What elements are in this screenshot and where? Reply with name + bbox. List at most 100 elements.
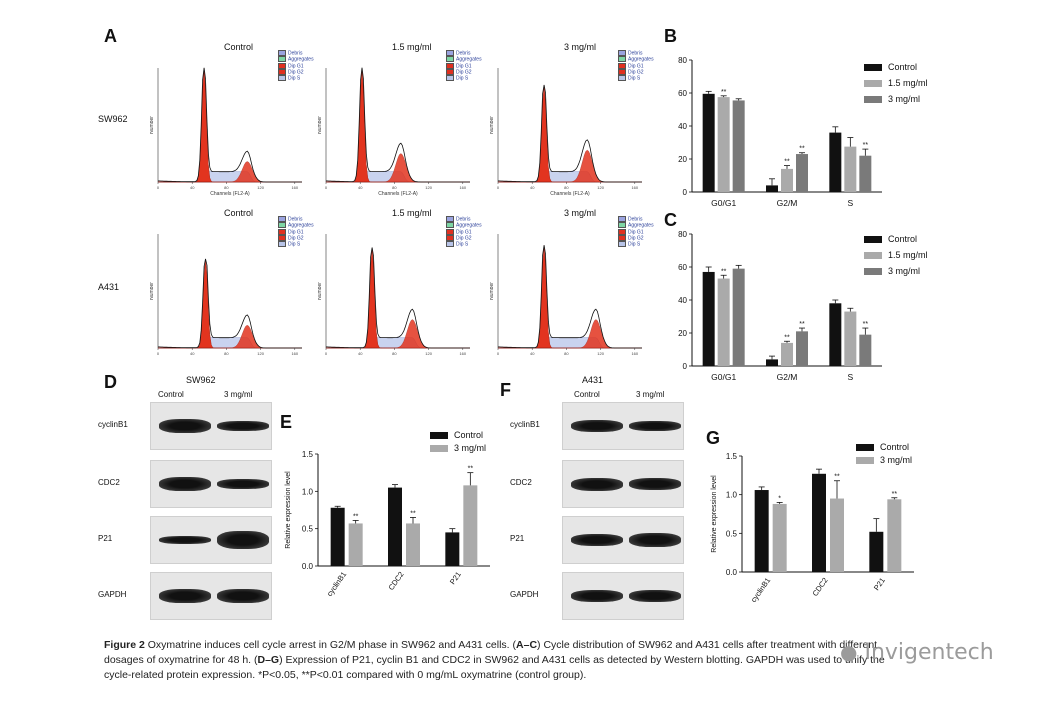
s-phase-area bbox=[158, 337, 302, 349]
bottom-label-sw962: SW962 bbox=[186, 375, 216, 385]
s-phase-area bbox=[158, 171, 302, 183]
legend-label: Dip S bbox=[288, 75, 301, 82]
x-tick-label: 40 bbox=[358, 185, 363, 190]
bar bbox=[844, 311, 857, 366]
legend-swatch bbox=[446, 216, 454, 222]
blot-row-label: cyclinB1 bbox=[98, 420, 128, 429]
legend-label: Dip G1 bbox=[456, 62, 472, 69]
legend-entry: Dip G1 bbox=[618, 62, 654, 69]
histogram-legend: Debris Aggregates Dip G1 Dip G2 Dip S bbox=[278, 50, 314, 82]
y-tick-label: 40 bbox=[678, 296, 687, 305]
histogram: Control Debris Aggregates Dip G1 Dip G2 Dip S… bbox=[150, 208, 320, 362]
x-tick-label: 40 bbox=[530, 351, 535, 356]
caption-text: dosages of oxymatrine for 48 h. ( bbox=[104, 654, 258, 666]
legend-entry: Debris bbox=[278, 50, 314, 56]
legend-label: 1.5 mg/ml bbox=[888, 78, 928, 88]
panel-label-e: E bbox=[280, 412, 293, 432]
total-curve bbox=[158, 258, 302, 349]
caption-line-3: cycle-related protein expression. *P<0.0… bbox=[104, 669, 587, 681]
histogram: 3 mg/ml Debris Aggregates Dip G1 Dip G2 Dip S… bbox=[490, 208, 660, 362]
bar bbox=[330, 507, 345, 566]
legend-entry: Dip S bbox=[446, 75, 482, 82]
legend-label: Dip G1 bbox=[288, 228, 304, 235]
bar bbox=[445, 532, 460, 566]
legend-entry: Dip G1 bbox=[278, 62, 314, 69]
g2-peak bbox=[326, 153, 470, 183]
y-axis-label: Relative expression level bbox=[285, 471, 292, 549]
figure-caption: Figure 2 Oxymatrine induces cell cycle a… bbox=[104, 638, 984, 683]
bar bbox=[406, 523, 420, 566]
legend-swatch bbox=[446, 68, 454, 75]
legend-swatch bbox=[618, 216, 626, 222]
legend-swatch bbox=[864, 236, 882, 243]
blot-header-control: Control bbox=[574, 390, 600, 399]
legend-entry: Dip S bbox=[618, 75, 654, 82]
legend-swatch bbox=[864, 268, 882, 275]
bar bbox=[388, 487, 402, 566]
legend-label: Dip S bbox=[456, 241, 469, 248]
legend-swatch bbox=[856, 444, 874, 451]
legend-entry: Dip S bbox=[618, 241, 654, 248]
x-tick-label: 0 bbox=[497, 351, 500, 356]
bar bbox=[754, 490, 769, 572]
legend-label: Dip S bbox=[456, 75, 469, 82]
s-phase-area bbox=[498, 337, 642, 349]
legend-entry: Dip S bbox=[278, 75, 314, 82]
x-tick-label: 160 bbox=[459, 351, 466, 356]
y-tick-label: 0.5 bbox=[302, 525, 314, 534]
legend-label: Dip S bbox=[628, 241, 641, 248]
total-curve bbox=[158, 67, 302, 183]
legend-swatch bbox=[618, 234, 626, 241]
y-tick-label: 20 bbox=[678, 329, 687, 338]
blot-strip bbox=[150, 572, 272, 620]
bar-chart-b: 0 20 40 60 80 ** G0/G1 ** ** G2/M ** S Control 1.5 mg… bbox=[678, 56, 928, 208]
histogram-plot: 0 40 80 120 160 Number bbox=[318, 234, 470, 356]
blot-strip bbox=[562, 572, 684, 620]
panel-label-d: D bbox=[104, 372, 117, 392]
x-tick-label: 40 bbox=[530, 185, 535, 190]
legend-swatch bbox=[618, 75, 626, 82]
blot-strip bbox=[562, 516, 684, 564]
total-curve bbox=[498, 245, 642, 349]
x-tick-label: 0 bbox=[497, 185, 500, 190]
legend-label: Debris bbox=[456, 50, 471, 57]
x-tick-label: 80 bbox=[564, 351, 569, 356]
legend-entry: Dip G2 bbox=[618, 68, 654, 75]
legend-swatch bbox=[278, 62, 286, 69]
legend-entry: Debris bbox=[446, 216, 482, 222]
blot-strip bbox=[150, 460, 272, 508]
y-axis-label: Number bbox=[150, 116, 155, 134]
row-label-sw962: SW962 bbox=[98, 114, 128, 124]
bar bbox=[781, 168, 793, 192]
blot-band bbox=[629, 533, 681, 547]
x-tick-label: S bbox=[847, 372, 853, 382]
x-tick-label: 120 bbox=[425, 185, 432, 190]
legend-swatch bbox=[446, 56, 454, 63]
blot-band bbox=[159, 536, 211, 544]
legend-entry: Dip G1 bbox=[278, 228, 314, 235]
s-phase-area bbox=[498, 171, 642, 183]
bar bbox=[796, 154, 808, 192]
legend-swatch bbox=[446, 62, 454, 69]
legend-label: Dip G1 bbox=[288, 62, 304, 69]
legend-swatch bbox=[864, 64, 882, 71]
bar bbox=[463, 485, 478, 566]
western-blot-d: Control 3 mg/ml cyclinB1 CDC2 P21 GAPDH bbox=[98, 382, 278, 622]
legend-entry: Aggregates bbox=[446, 222, 482, 229]
y-axis-label: Number bbox=[490, 282, 495, 300]
x-tick-label: 40 bbox=[358, 351, 363, 356]
bar bbox=[348, 523, 363, 566]
significance-label: ** bbox=[468, 466, 474, 473]
blot-band bbox=[217, 589, 269, 603]
histogram: 1.5 mg/ml Debris Aggregates Dip G1 Dip G2 Dip… bbox=[318, 208, 488, 362]
histogram-title: Control bbox=[224, 42, 254, 52]
y-axis-label: Number bbox=[318, 116, 323, 134]
bar bbox=[844, 146, 857, 192]
legend-swatch bbox=[618, 56, 626, 63]
legend-swatch bbox=[618, 62, 626, 69]
legend-entry: Dip G2 bbox=[446, 234, 482, 241]
legend-entry: Dip G1 bbox=[446, 62, 482, 69]
bar bbox=[766, 185, 778, 192]
histogram-plot: 0 40 80 120 160 Number bbox=[490, 234, 642, 356]
blot-strip bbox=[150, 516, 272, 564]
